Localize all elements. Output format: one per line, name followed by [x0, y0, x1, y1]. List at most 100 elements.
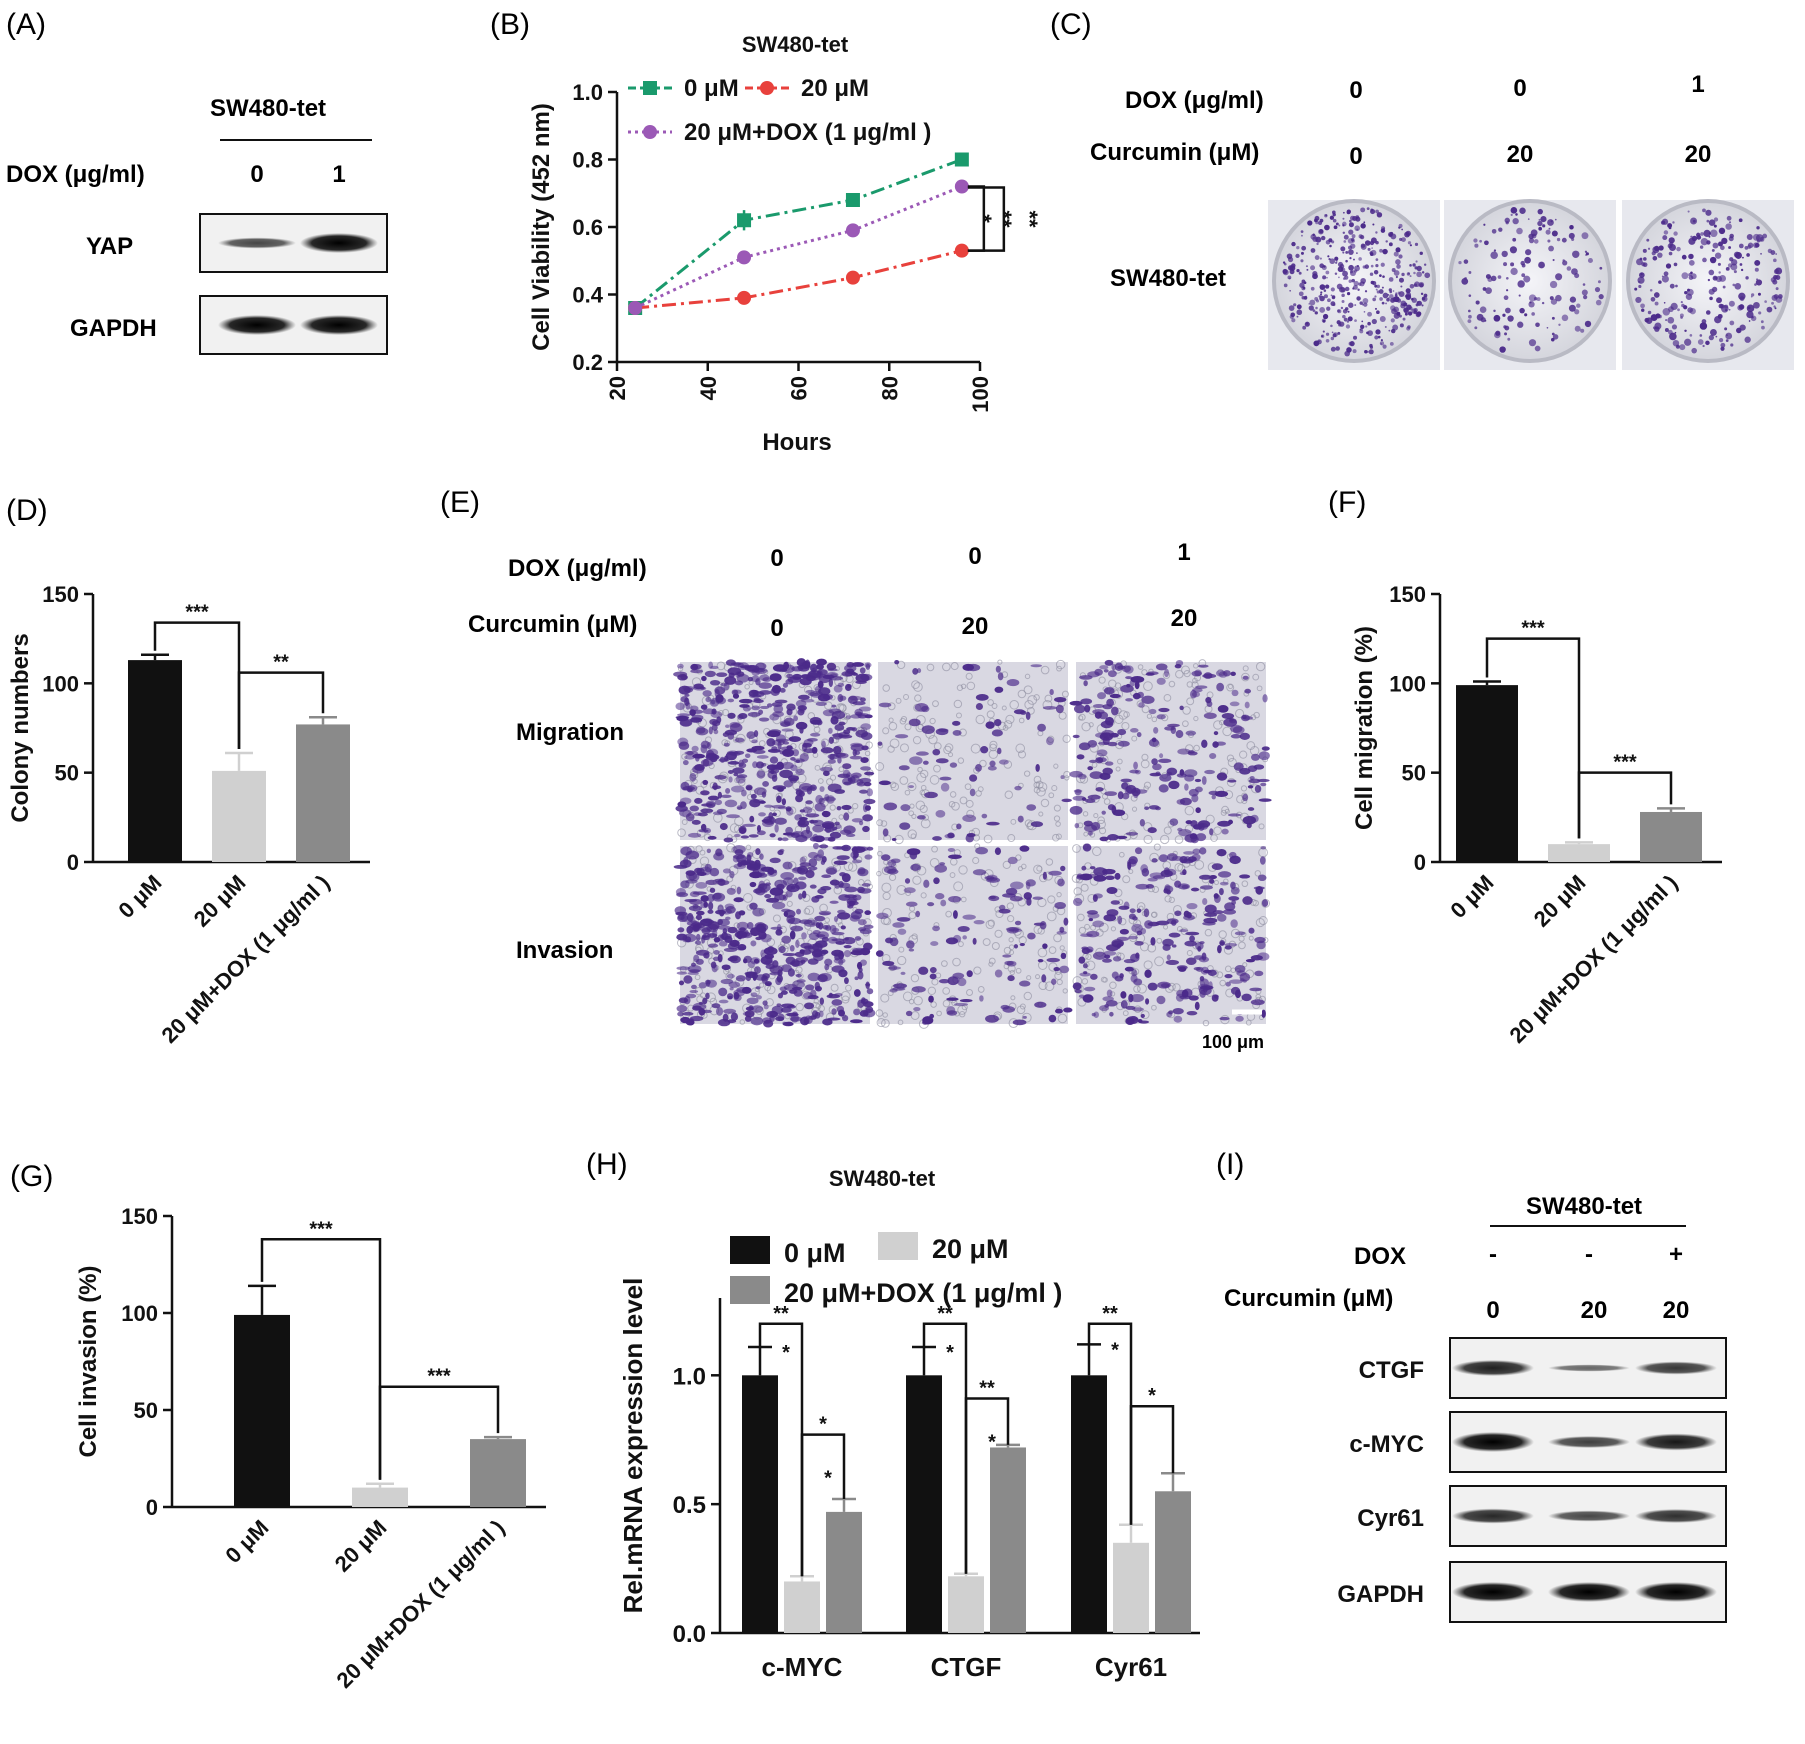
panel-e-pore — [1151, 1004, 1157, 1011]
panel-c-colony — [1364, 240, 1371, 246]
panel-e-pore — [716, 661, 726, 671]
panel-e-pore — [988, 749, 999, 759]
panel-e-stained-cell — [801, 932, 807, 940]
panel-e-stained-cell — [702, 779, 709, 786]
panel-e-stained-cell — [865, 981, 870, 990]
panel-c-colony — [1392, 324, 1399, 331]
panel-e-stained-cell — [1102, 736, 1110, 745]
panel-c-colony — [1382, 292, 1389, 299]
panel-c-colony — [1392, 296, 1398, 302]
panel-d-category-label: 20 μM — [189, 870, 251, 932]
panel-e-stained-cell — [893, 983, 908, 989]
panel-c-colony — [1310, 286, 1315, 291]
panel-e-stained-cell — [1230, 671, 1236, 677]
panel-e-stained-cell — [1151, 758, 1158, 765]
panel-e-dox-value-2: 1 — [1177, 539, 1190, 566]
panel-e-stained-cell — [989, 760, 996, 767]
panel-e-stained-cell — [852, 855, 857, 861]
panel-e-stained-cell — [775, 977, 782, 986]
panel-e-stained-cell — [821, 855, 827, 863]
panel-e-stained-cell — [1087, 831, 1093, 836]
panel-e-pore — [1118, 710, 1129, 720]
panel-e-pore — [1035, 974, 1041, 980]
panel-c-colony — [1334, 272, 1338, 275]
panel-e-stained-cell — [729, 955, 739, 959]
panel-e-stained-cell — [702, 997, 708, 1005]
panel-e-pore — [1091, 846, 1102, 857]
panel-e-stained-cell — [840, 925, 846, 930]
panel-e-stained-cell — [1175, 993, 1184, 1002]
panel-e-stained-cell — [753, 958, 760, 964]
panel-c-colony — [1587, 257, 1593, 263]
panel-e-pore — [1118, 851, 1125, 858]
panel-e-stained-cell — [1185, 730, 1197, 736]
panel-c-colony — [1700, 237, 1709, 246]
panel-e-stained-cell — [1147, 921, 1160, 927]
panel-e-stained-cell — [807, 737, 818, 742]
panel-c-colony — [1399, 323, 1404, 328]
panel-e-stained-cell — [677, 663, 684, 669]
panel-e-stained-cell — [779, 750, 785, 755]
panel-c-colony — [1375, 263, 1379, 268]
panel-e-stained-cell — [856, 886, 866, 894]
panel-e-stained-cell — [829, 900, 839, 904]
panel-e-stained-cell — [797, 876, 807, 881]
panel-e-stained-cell — [1179, 797, 1192, 806]
panel-c-colony — [1356, 296, 1361, 301]
panel-c-colony — [1517, 280, 1525, 288]
panel-c-colony — [1709, 296, 1713, 301]
panel-e-stained-cell — [732, 693, 740, 699]
panel-e-stained-cell — [1181, 966, 1186, 972]
panel-e-stained-cell — [1014, 920, 1022, 926]
panel-c-colony — [1371, 318, 1377, 325]
panel-e-stained-cell — [689, 1015, 704, 1022]
panel-c-colony — [1353, 258, 1355, 261]
panel-e-stained-cell — [1242, 793, 1249, 802]
panel-c-colony — [1343, 240, 1347, 243]
panel-e-stained-cell — [939, 862, 946, 866]
panel-e-pore — [817, 778, 824, 784]
panel-e-stained-cell — [863, 781, 872, 787]
panel-e-stained-cell — [732, 767, 745, 774]
panel-c-colony — [1342, 231, 1346, 235]
panel-e-stained-cell — [882, 828, 889, 837]
panel-e-pore — [1081, 978, 1089, 985]
panel-e-stained-cell — [727, 995, 733, 1000]
panel-e-stained-cell — [702, 690, 712, 697]
panel-c-colony — [1468, 271, 1472, 274]
panel-e-stained-cell — [786, 1021, 793, 1026]
panel-e-stained-cell — [688, 923, 702, 933]
panel-c-colony — [1521, 263, 1526, 268]
panel-c-colony — [1293, 303, 1297, 307]
panel-e-stained-cell — [1177, 748, 1191, 755]
panel-e-stained-cell — [1102, 958, 1112, 963]
panel-e-stained-cell — [962, 914, 976, 920]
panel-e-pore — [991, 941, 1000, 951]
panel-e-pore — [989, 743, 997, 752]
panel-e-stained-cell — [702, 934, 708, 939]
panel-c-colony — [1519, 307, 1525, 314]
panel-c-colony — [1323, 289, 1327, 292]
panel-e-stained-cell — [1195, 807, 1201, 814]
panel-e-stained-cell — [830, 715, 839, 725]
panel-e-stained-cell — [734, 680, 744, 686]
panel-e-stained-cell — [844, 886, 858, 893]
panel-e-pore — [1253, 711, 1260, 719]
panel-e-stained-cell — [1174, 910, 1182, 917]
panel-a-band-label-gapdh: GAPDH — [70, 315, 157, 342]
panel-e-stained-cell — [1227, 779, 1237, 783]
panel-b-y-tick-label: 1.0 — [572, 80, 603, 105]
panel-e-pore — [965, 672, 973, 680]
panel-c-colony — [1395, 275, 1398, 279]
panel-e-stained-cell — [1137, 1019, 1143, 1023]
panel-e-dox-label: DOX (μg/ml) — [508, 555, 647, 582]
panel-c-colony — [1321, 318, 1326, 323]
panel-c-colony — [1663, 301, 1666, 304]
panel-e-stained-cell — [861, 883, 871, 887]
panel-e-stained-cell — [696, 910, 705, 916]
panel-e-stained-cell — [1202, 898, 1208, 906]
panel-f-y-tick-label: 100 — [1389, 671, 1426, 696]
panel-e-pore — [1258, 823, 1265, 830]
panel-c-colony — [1421, 296, 1428, 302]
panel-c-colony — [1345, 324, 1351, 329]
